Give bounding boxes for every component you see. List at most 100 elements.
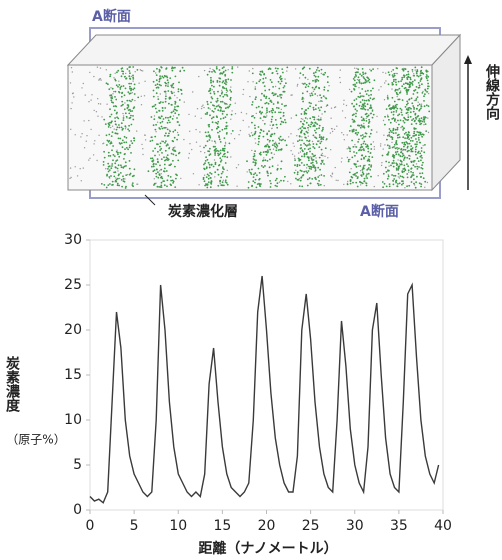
atom-dot	[174, 146, 175, 147]
carbon-dot	[165, 150, 167, 152]
carbon-dot	[371, 129, 373, 131]
atom-dot	[83, 167, 84, 168]
carbon-dot	[249, 169, 251, 171]
carbon-dot	[365, 156, 367, 158]
carbon-dot	[321, 174, 323, 176]
carbon-dot	[413, 183, 415, 185]
atom-dot	[70, 82, 71, 83]
carbon-dot	[108, 176, 110, 178]
carbon-dot	[280, 112, 282, 114]
atom-dot	[246, 113, 247, 114]
carbon-dot	[294, 172, 296, 174]
carbon-dot	[154, 136, 156, 138]
carbon-dot	[151, 136, 153, 138]
x-tick-label: 25	[302, 518, 320, 534]
carbon-dot	[352, 114, 354, 116]
carbon-dot	[370, 152, 372, 154]
carbon-dot	[155, 124, 157, 126]
atom-dot	[132, 92, 133, 93]
carbon-dot	[310, 124, 312, 126]
carbon-dot	[393, 146, 395, 148]
arrow-head	[464, 55, 472, 64]
carbon-dot	[428, 86, 430, 88]
carbon-dot	[391, 174, 393, 176]
carbon-dot	[407, 151, 409, 153]
carbon-dot	[260, 154, 262, 156]
carbon-dot	[395, 106, 397, 108]
carbon-dot	[210, 102, 212, 104]
atom-dot	[388, 174, 389, 175]
atom-dot	[98, 135, 99, 136]
atom-dot	[166, 127, 167, 128]
atom-dot	[347, 148, 348, 149]
carbon-dot	[407, 78, 409, 80]
carbon-dot	[307, 108, 309, 110]
carbon-dot	[352, 121, 354, 123]
carbon-dot	[159, 128, 161, 130]
carbon-dot	[360, 101, 362, 103]
carbon-dot	[280, 117, 282, 119]
carbon-dot	[160, 142, 162, 144]
carbon-dot	[253, 176, 255, 178]
carbon-dot	[110, 155, 112, 157]
carbon-dot	[390, 130, 392, 132]
atom-dot	[298, 129, 299, 130]
carbon-dot	[325, 98, 327, 100]
carbon-dot	[355, 108, 357, 110]
carbon-dot	[325, 147, 327, 149]
atom-dot	[159, 154, 160, 155]
carbon-dot	[251, 173, 253, 175]
carbon-dot	[397, 120, 399, 122]
carbon-dot	[351, 177, 353, 179]
carbon-dot	[388, 162, 390, 164]
carbon-dot	[117, 86, 119, 88]
carbon-dot	[420, 186, 422, 188]
carbon-dot	[420, 108, 422, 110]
carbon-dot	[356, 166, 358, 168]
carbon-dot	[125, 112, 127, 114]
carbon-dot	[122, 140, 124, 142]
atom-dot	[209, 108, 210, 109]
atom-dot	[382, 72, 383, 73]
carbon-dot	[357, 177, 359, 179]
carbon-dot	[356, 152, 358, 154]
carbon-dot	[363, 166, 365, 168]
carbon-dot	[317, 140, 319, 142]
atom-dot	[223, 180, 224, 181]
carbon-dot	[319, 94, 321, 96]
carbon-dot	[362, 174, 364, 176]
atom-dot	[290, 183, 291, 184]
carbon-dot	[232, 130, 234, 132]
carbon-dot	[122, 167, 124, 169]
carbon-dot	[392, 180, 394, 182]
atom-dot	[72, 71, 73, 72]
carbon-dot	[367, 144, 369, 146]
carbon-dot	[308, 170, 310, 172]
carbon-dot	[305, 144, 307, 146]
atom-dot	[134, 100, 135, 101]
carbon-dot	[217, 109, 219, 111]
carbon-dot	[217, 169, 219, 171]
carbon-dot	[109, 169, 111, 171]
carbon-dot	[311, 178, 313, 180]
carbon-dot	[374, 79, 376, 81]
carbon-dot	[384, 183, 386, 185]
atom-dot	[81, 133, 82, 134]
carbon-dot	[123, 142, 125, 144]
carbon-dot	[277, 101, 279, 103]
atom-dot	[231, 110, 232, 111]
carbon-dot	[119, 127, 121, 129]
carbon-dot	[229, 98, 231, 100]
carbon-dot	[254, 88, 256, 90]
atom-dot	[395, 73, 396, 74]
carbon-dot	[360, 174, 362, 176]
carbon-dot	[107, 168, 109, 170]
atom-dot	[203, 107, 204, 108]
carbon-dot	[302, 92, 304, 94]
carbon-dot	[171, 112, 173, 114]
carbon-dot	[214, 93, 216, 95]
carbon-dot	[410, 145, 412, 147]
atom-dot	[201, 118, 202, 119]
carbon-dot	[111, 120, 113, 122]
carbon-dot	[157, 161, 159, 163]
